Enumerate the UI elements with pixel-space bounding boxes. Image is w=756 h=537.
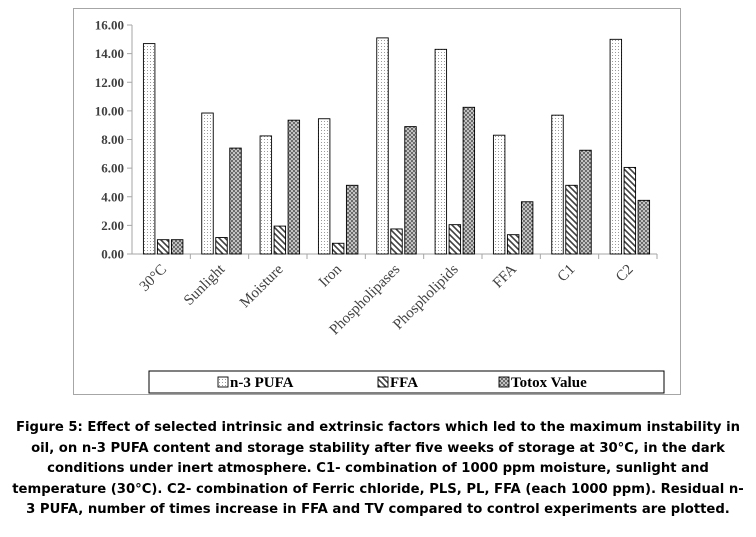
- legend-box: [148, 370, 665, 394]
- legend-swatch-dotted: [217, 376, 229, 388]
- legend-label: Totox Value: [511, 375, 587, 391]
- bar-hatched: [448, 224, 462, 255]
- bar-crosshatch: [520, 201, 534, 255]
- legend-label: n-3 PUFA: [230, 375, 294, 391]
- legend: n-3 PUFA FFA Totox Value: [148, 370, 665, 394]
- bar-crosshatch: [229, 147, 242, 255]
- bar-dotted: [317, 118, 331, 255]
- y-tick-label: 8.00: [101, 132, 124, 147]
- y-tick-label: 14.00: [95, 46, 124, 61]
- bar-dotted: [551, 114, 564, 255]
- bar-dotted: [201, 112, 214, 255]
- bar-dotted: [376, 37, 389, 255]
- bar-chart: 0.00 2.00 4.00 6.00 8.00 10.00 12.00 14.00 16.00…: [95, 18, 665, 394]
- bar-hatched: [506, 234, 520, 255]
- y-tick-labels: 0.00 2.00 4.00 6.00 8.00 10.00 12.00 14.00 16.00: [95, 18, 124, 262]
- bar-hatched: [623, 166, 637, 255]
- bar-hatched: [215, 237, 228, 255]
- category-label: 30°C: [137, 262, 170, 295]
- bar-crosshatch: [404, 126, 417, 255]
- chart-frame: 0.00 2.00 4.00 6.00 8.00 10.00 12.00 14.00 16.00…: [73, 8, 681, 395]
- y-tick-label: 12.00: [95, 75, 124, 90]
- category-label: Moisture: [237, 261, 287, 311]
- bar-hatched: [331, 242, 345, 255]
- y-tick-label: 16.00: [95, 18, 124, 33]
- y-tick-label: 10.00: [95, 103, 124, 118]
- category-label: Iron: [316, 261, 345, 290]
- legend-label: FFA: [390, 375, 418, 391]
- bar-crosshatch: [170, 239, 184, 255]
- bar-hatched: [565, 184, 578, 255]
- bar-dotted: [609, 38, 623, 255]
- bar-dotted: [142, 43, 156, 255]
- legend-swatch-crosshatch: [498, 376, 510, 388]
- category-labels: 30°C Sunlight Moisture IronPhospholipasesPh…: [137, 261, 637, 338]
- bar-crosshatch: [462, 106, 476, 255]
- bar-hatched: [273, 225, 287, 255]
- bars: [142, 37, 651, 255]
- bar-crosshatch: [637, 199, 651, 255]
- bar-dotted: [492, 134, 506, 255]
- category-label: C2: [613, 262, 637, 286]
- bar-hatched: [390, 228, 403, 255]
- y-tick-label: 4.00: [101, 189, 124, 204]
- y-tick-label: 0.00: [101, 247, 124, 262]
- y-tick-label: 6.00: [101, 161, 124, 176]
- bar-crosshatch: [579, 149, 592, 255]
- bar-dotted: [259, 135, 273, 255]
- category-label: C1: [555, 262, 579, 286]
- bar-hatched: [156, 239, 170, 255]
- legend-swatch-hatched: [377, 376, 389, 388]
- category-label: FFA: [490, 261, 520, 291]
- bar-dotted: [434, 48, 448, 255]
- category-label: Sunlight: [181, 261, 229, 309]
- bar-crosshatch: [345, 184, 359, 255]
- figure-caption: Figure 5: Effect of selected intrinsic a…: [12, 420, 744, 517]
- y-tick-label: 2.00: [101, 218, 124, 233]
- bar-crosshatch: [287, 119, 301, 255]
